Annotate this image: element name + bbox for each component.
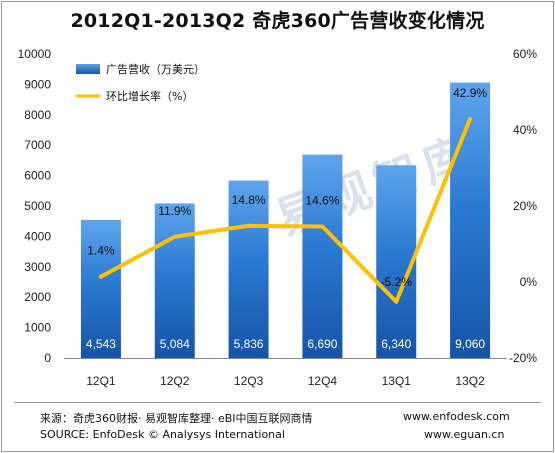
y-left-tick-label: 3000 — [24, 260, 51, 274]
legend: 广告营收（万美元） 环比增长率（%） — [76, 62, 205, 103]
footer-source-en: SOURCE: EnfoDesk © Analysys Internationa… — [40, 428, 285, 441]
chart-title: 2012Q1-2013Q2 奇虎360广告营收变化情况 — [70, 10, 485, 32]
footer-url-eguan[interactable]: www.eguan.cn — [424, 428, 505, 441]
y-left-tick-label: 1000 — [24, 321, 51, 335]
bar-value-label: 5,836 — [234, 337, 264, 351]
bar — [228, 180, 269, 358]
growth-rate-point — [172, 234, 177, 239]
y-right-tick-label: -20% — [509, 351, 537, 365]
growth-rate-point — [468, 116, 473, 121]
growth-rate-label: -5.2% — [381, 275, 413, 289]
y-left-tick-label: 7000 — [24, 138, 51, 152]
growth-rate-label: 42.9% — [453, 86, 487, 100]
y-left-tick-label: 0 — [44, 351, 51, 365]
legend-line-label: 环比增长率（%） — [106, 89, 193, 103]
bar-value-label: 6,690 — [307, 337, 337, 351]
growth-rate-label: 14.8% — [232, 193, 266, 207]
y-right-tick-label: 40% — [513, 123, 537, 137]
growth-rate-point — [320, 224, 325, 229]
growth-rate-point — [394, 299, 399, 304]
y-left-tick-label: 2000 — [24, 290, 51, 304]
y-right-tick-label: 60% — [513, 47, 537, 61]
x-tick-label: 12Q2 — [160, 374, 190, 388]
x-tick-label: 12Q3 — [234, 374, 264, 388]
axes: 0 1000 2000 3000 4000 5000 6000 7000 8000 9000 100… — [18, 47, 538, 388]
bar-series — [80, 82, 491, 359]
y-left-tick-label: 4000 — [24, 229, 51, 243]
x-tick-label: 13Q2 — [455, 374, 485, 388]
growth-rate-line — [98, 116, 473, 304]
bar-value-label: 4,543 — [86, 337, 116, 351]
legend-bar-swatch — [76, 64, 100, 74]
bar-value-label: 9,060 — [455, 337, 485, 351]
y-left-tick-label: 5000 — [24, 199, 51, 213]
bar-value-label: 5,084 — [160, 337, 190, 351]
y-left-tick-label: 8000 — [24, 108, 51, 122]
bar — [450, 82, 491, 359]
y-left-tick-label: 6000 — [24, 169, 51, 183]
footer-source-cn: 来源：奇虎360财报· 易观智库整理· eBI中国互联网商情 — [40, 412, 313, 425]
y-left-tick-label: 9000 — [24, 77, 51, 91]
growth-rate-label: 11.9% — [158, 204, 191, 218]
x-tick-label: 12Q4 — [308, 374, 338, 388]
footer-separator — [14, 402, 541, 403]
bar — [154, 203, 195, 358]
bar — [80, 219, 121, 358]
y-right-tick-label: 0% — [520, 275, 538, 289]
bar — [376, 165, 417, 358]
line-series — [98, 116, 473, 304]
x-tick-label: 12Q1 — [86, 374, 116, 388]
growth-rate-point — [98, 274, 103, 279]
growth-rate-label: 1.4% — [87, 244, 115, 258]
bar — [302, 154, 343, 358]
x-tick-label: 13Q1 — [382, 374, 412, 388]
bar-value-label: 6,340 — [381, 337, 411, 351]
footer-url-enfodesk[interactable]: www.enfodesk.com — [403, 410, 510, 423]
y-right-tick-label: 20% — [513, 199, 537, 213]
legend-bar-label: 广告营收（万美元） — [106, 62, 205, 76]
data-labels: 4,543 5,084 5,836 6,690 6,340 9,060 1.4% 11.9% 1… — [86, 86, 488, 351]
growth-rate-point — [246, 223, 251, 228]
y-left-tick-label: 10000 — [18, 47, 52, 61]
growth-rate-label: 14.6% — [305, 194, 339, 208]
